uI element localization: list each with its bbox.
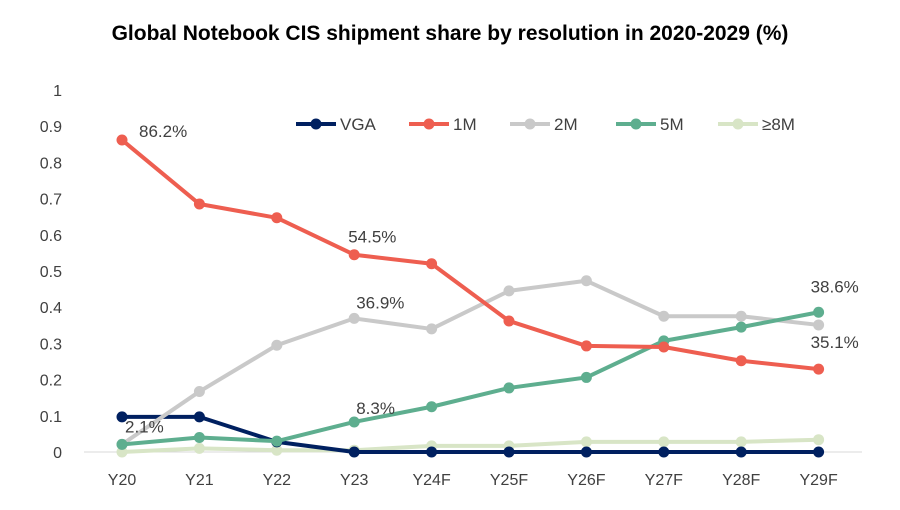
data-point-VGA [735, 446, 747, 458]
data-point-≥8M [193, 442, 205, 454]
data-point-2M [658, 310, 670, 322]
data-point-1M [426, 258, 438, 270]
data-point-VGA [813, 446, 825, 458]
data-point-2M [503, 285, 515, 297]
y-tick-label: 0.2 [40, 373, 62, 390]
data-point-2M [348, 312, 360, 324]
data-point-VGA [658, 446, 670, 458]
data-point-2M [193, 386, 205, 398]
series-line-1M [120, 138, 819, 372]
data-point-≥8M [735, 436, 747, 448]
data-point-VGA [348, 446, 360, 458]
x-tick-label: Y29F [799, 472, 837, 489]
data-point-1M [813, 363, 825, 375]
data-label: 2.1% [125, 417, 164, 436]
legend-label: 1M [453, 115, 477, 134]
data-point-VGA [193, 411, 205, 423]
legend-swatch-marker [423, 118, 435, 130]
data-point-1M [116, 134, 128, 146]
y-tick-label: 0.5 [40, 264, 62, 281]
data-point-5M [503, 382, 515, 394]
data-point-2M [426, 323, 438, 335]
data-point-≥8M [580, 436, 592, 448]
data-point-2M [813, 319, 825, 331]
data-point-1M [193, 198, 205, 210]
chart-title: Global Notebook CIS shipment share by re… [111, 22, 789, 45]
x-tick-label: Y23 [340, 472, 369, 489]
data-point-1M [580, 340, 592, 352]
y-tick-label: 0.8 [40, 155, 62, 172]
data-point-5M [193, 432, 205, 444]
data-label: 54.5% [348, 228, 396, 247]
data-point-5M [813, 306, 825, 318]
y-tick-label: 0.1 [40, 409, 62, 426]
data-label: 35.1% [811, 333, 859, 352]
data-point-≥8M [271, 444, 283, 456]
series-line-≥8M [121, 437, 819, 454]
data-point-5M [348, 416, 360, 428]
legend-swatch-marker [630, 118, 642, 130]
y-tick-label: 0.9 [40, 119, 62, 136]
data-point-2M [580, 275, 592, 287]
y-tick-label: 1 [53, 83, 62, 100]
legend-label: 2M [554, 115, 578, 134]
x-tick-label: Y27F [645, 472, 683, 489]
data-point-≥8M [813, 434, 825, 446]
data-point-1M [271, 212, 283, 224]
data-label: 8.3% [356, 399, 395, 418]
legend-swatch-marker [524, 118, 536, 130]
data-point-1M [658, 341, 670, 353]
data-point-1M [503, 315, 515, 327]
data-point-1M [348, 249, 360, 261]
series-line-5M [121, 310, 819, 447]
x-tick-label: Y26F [567, 472, 605, 489]
data-label: 38.6% [811, 277, 859, 296]
y-tick-label: 0.4 [40, 300, 62, 317]
data-point-5M [426, 401, 438, 413]
data-point-≥8M [116, 446, 128, 458]
y-tick-label: 0.3 [40, 336, 62, 353]
y-tick-label: 0.7 [40, 192, 62, 209]
y-tick-label: 0.6 [40, 228, 62, 245]
x-tick-label: Y24F [412, 472, 450, 489]
data-point-5M [271, 435, 283, 447]
data-point-≥8M [658, 436, 670, 448]
series-line-2M [120, 278, 819, 447]
data-point-VGA [426, 446, 438, 458]
data-point-VGA [116, 411, 128, 423]
y-tick-label: 0 [53, 445, 62, 462]
series-line-VGA [122, 414, 819, 454]
x-tick-label: Y21 [185, 472, 214, 489]
data-label: 36.9% [356, 293, 404, 312]
x-tick-label: Y25F [490, 472, 528, 489]
x-tick-label: Y22 [263, 472, 292, 489]
legend-swatch-marker [732, 118, 744, 130]
data-point-5M [116, 438, 128, 450]
legend-swatch-marker [310, 118, 322, 130]
data-label: 86.2% [139, 122, 187, 141]
data-point-5M [580, 371, 592, 383]
legend-label: 5M [660, 115, 684, 134]
data-point-2M [735, 310, 747, 322]
x-tick-label: Y28F [722, 472, 760, 489]
x-tick-label: Y20 [108, 472, 137, 489]
data-point-2M [271, 339, 283, 351]
data-point-1M [735, 355, 747, 367]
data-point-VGA [503, 446, 515, 458]
legend-label: ≥8M [762, 115, 795, 134]
data-point-5M [735, 321, 747, 333]
legend-label: VGA [340, 115, 377, 134]
data-point-VGA [580, 446, 592, 458]
